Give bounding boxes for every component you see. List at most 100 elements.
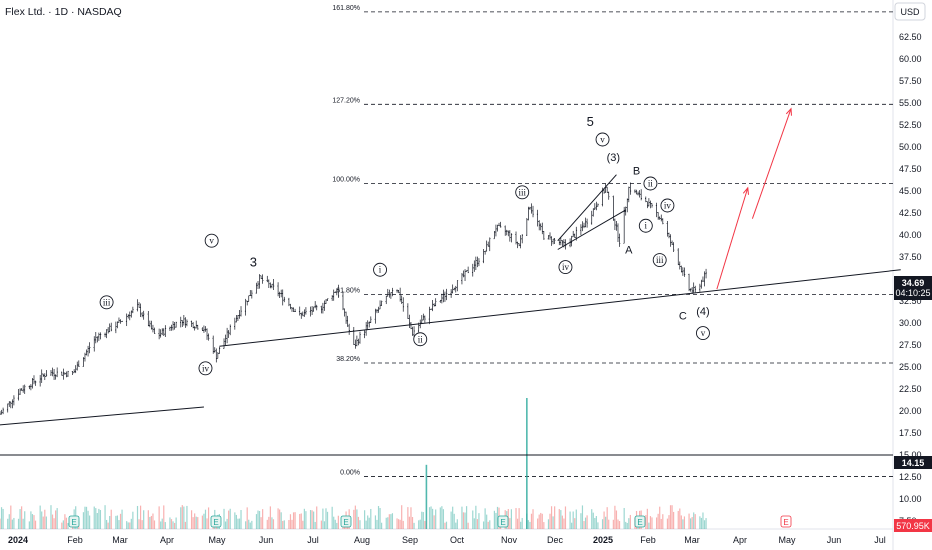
volume-bar: [203, 513, 205, 529]
volume-bar: [651, 517, 653, 529]
earnings-marker[interactable]: [634, 515, 646, 528]
price-tick: 10.00: [899, 494, 922, 504]
volume-bar: [283, 520, 285, 529]
volume-bar: [228, 510, 230, 529]
volume-bar: [143, 510, 145, 529]
volume-bar: [595, 516, 597, 529]
volume-bar: [462, 512, 465, 529]
volume-bar: [126, 521, 128, 529]
volume-bar: [64, 514, 66, 529]
volume-bar: [294, 512, 296, 529]
volume-bar: [385, 517, 387, 529]
price-tick: 22.50: [899, 384, 922, 394]
symbol-title[interactable]: Flex Ltd. · 1D · NASDAQ: [5, 6, 122, 18]
volume-bar: [110, 509, 112, 529]
volume-bar: [56, 508, 58, 529]
volume-bar: [10, 505, 12, 529]
volume-bar: [183, 506, 185, 529]
earnings-marker[interactable]: [68, 515, 80, 528]
time-axis[interactable]: 2024 Feb Mar Apr May Jun Jul Aug Sep Oct…: [8, 535, 886, 545]
volume-bar: [61, 522, 63, 529]
volume-bar: [309, 510, 312, 529]
volume-bar: [381, 522, 383, 529]
volume-bar: [455, 522, 457, 529]
projection-arrow-line[interactable]: [716, 187, 749, 290]
volume-bar: [67, 522, 69, 529]
earnings-marker[interactable]: [210, 515, 222, 528]
trendline[interactable]: [557, 174, 617, 242]
time-tick: May: [778, 535, 796, 545]
wave-circle: [652, 253, 667, 268]
fibonacci-levels: 161.80% 127.20% 100.00% 61.80% 38.20% 0.00%: [332, 5, 893, 477]
earnings-marker[interactable]: [340, 515, 352, 528]
wave-label-roman: iv: [664, 201, 672, 211]
volume-bar: [238, 518, 241, 529]
earnings-marker[interactable]: [497, 515, 509, 528]
currency-button[interactable]: USD: [894, 2, 926, 21]
volume-bar: [699, 516, 701, 529]
volume-bar: [390, 514, 392, 529]
trendlines[interactable]: [0, 107, 901, 456]
volume-bar: [251, 520, 253, 529]
trendline[interactable]: [557, 209, 626, 250]
volume-bar: [364, 510, 366, 529]
trendline[interactable]: [0, 406, 204, 426]
earnings-marker-label: E: [783, 518, 788, 527]
volume-bar: [121, 509, 123, 529]
fib-level-label: 61.80%: [336, 287, 360, 294]
volume-bar: [671, 505, 673, 529]
volume-bar: [204, 509, 207, 529]
fib-level-label: 0.00%: [340, 470, 360, 477]
volume-bar: [606, 507, 608, 529]
candlesticks: [0, 182, 707, 415]
volume-bar: [464, 512, 466, 529]
price-tick: 12.50: [899, 472, 922, 482]
volume-bar: [537, 518, 539, 529]
volume-bar: [8, 514, 10, 529]
earnings-marker-label: E: [500, 518, 505, 527]
volume-bar: [441, 506, 443, 529]
volume-bar: [89, 515, 91, 529]
volume-bar: [13, 517, 15, 529]
volume-bar: [51, 514, 54, 529]
volume-bar: [269, 506, 271, 529]
time-tick: May: [208, 535, 226, 545]
volume-bar: [104, 505, 106, 529]
price-tick: 50.00: [899, 142, 922, 152]
time-tick: Oct: [450, 535, 465, 545]
volume-bar: [234, 512, 236, 529]
price-tick: 32.50: [899, 296, 922, 306]
volume-bar: [575, 509, 577, 529]
volume-bar: [430, 506, 432, 529]
price-axis[interactable]: 62.50 60.00 57.50 55.00 52.50 50.00 47.5…: [899, 32, 922, 526]
projection-arrow-line[interactable]: [751, 108, 792, 219]
volume-bar: [478, 513, 480, 529]
volume-bar: [444, 522, 446, 529]
volume-bar: [489, 520, 491, 529]
volume-bar: [693, 512, 695, 529]
volume-bar: [402, 520, 404, 529]
volume-bar: [592, 512, 594, 529]
volume-bar: [206, 518, 208, 529]
volume-bar: [334, 519, 336, 529]
projection-arrow-head: [742, 186, 749, 195]
volume-bar: [532, 509, 534, 529]
volume-bar: [44, 509, 46, 529]
trendline[interactable]: [219, 269, 901, 347]
volume-bar: [645, 515, 647, 529]
volume-bar: [289, 514, 292, 529]
earnings-marker[interactable]: [780, 515, 792, 528]
volume-bar: [240, 509, 242, 529]
volume-bar: [591, 509, 593, 529]
price-tick: 25.00: [899, 362, 922, 372]
volume-bar: [246, 507, 248, 529]
price-tick: 47.50: [899, 164, 922, 174]
volume-bar: [552, 516, 554, 529]
volume-bar: [673, 511, 675, 529]
volume-bar: [194, 513, 196, 529]
volume-bar: [197, 517, 199, 529]
volume-bar: [172, 521, 174, 529]
volume-bar: [649, 516, 652, 529]
